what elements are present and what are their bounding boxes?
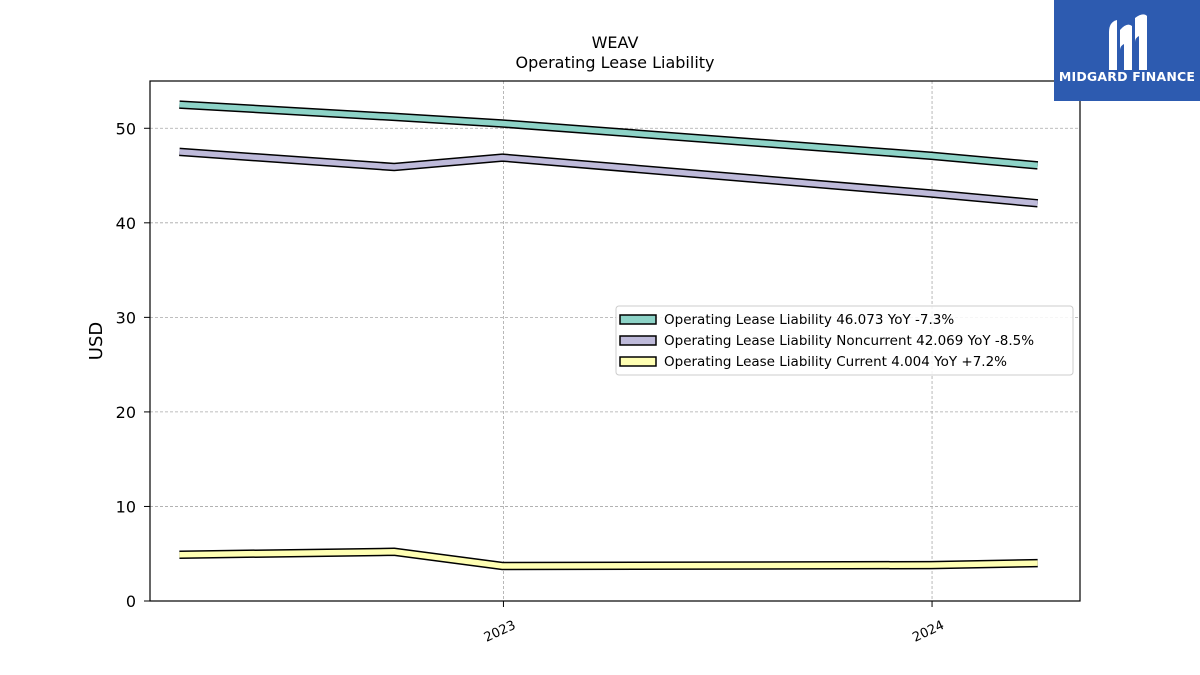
y-tick-label: 0 <box>126 592 136 611</box>
y-tick-label: 50 <box>116 119 136 138</box>
y-tick-label: 10 <box>116 497 136 516</box>
y-tick-label: 40 <box>116 214 136 233</box>
legend-box <box>615 305 1074 376</box>
plot-frame <box>149 80 1081 602</box>
series-0-line <box>179 101 1038 169</box>
y-tick-label: 30 <box>116 308 136 327</box>
midgard-finance-logo: MIDGARD FINANCE <box>1054 0 1200 101</box>
legend-label: Operating Lease Liability 46.073 YoY -7.… <box>664 312 954 328</box>
y-axis-label: USD <box>86 322 107 360</box>
x-tick-label: 2023 <box>482 618 518 646</box>
logo-mark-icon <box>1109 14 1147 70</box>
x-tick-label: 2024 <box>910 618 946 646</box>
legend-label: Operating Lease Liability Current 4.004 … <box>664 354 1007 370</box>
series-2-line <box>179 549 1038 569</box>
legend-label: Operating Lease Liability Noncurrent 42.… <box>664 333 1034 349</box>
y-tick-label: 20 <box>116 403 136 422</box>
logo-text: MIDGARD FINANCE <box>1058 69 1196 84</box>
series-1-line <box>179 149 1038 207</box>
legend-swatch <box>619 356 657 367</box>
legend-swatch <box>619 314 657 325</box>
chart-title: WEAV <box>592 33 639 52</box>
legend-swatch <box>619 335 657 346</box>
chart-subtitle: Operating Lease Liability <box>515 53 714 72</box>
